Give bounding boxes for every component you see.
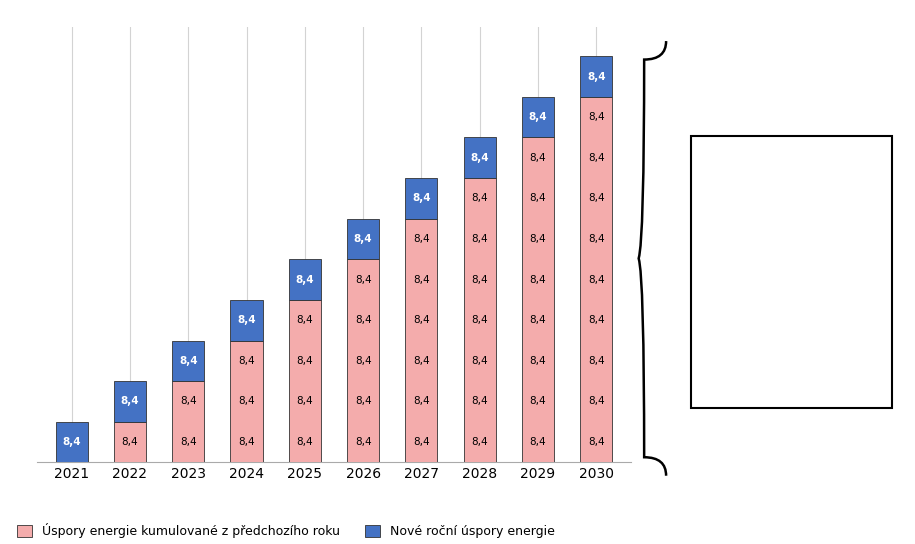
Bar <box>580 97 612 462</box>
Bar <box>405 178 437 219</box>
Bar <box>464 178 496 462</box>
Bar <box>113 381 145 422</box>
Text: 8,4: 8,4 <box>530 153 546 163</box>
Text: 8,4: 8,4 <box>237 315 256 325</box>
Text: 8,4: 8,4 <box>588 275 605 285</box>
Text: 8,4: 8,4 <box>471 193 488 203</box>
Text: 8,4: 8,4 <box>180 397 197 406</box>
Text: 8,4: 8,4 <box>179 356 198 366</box>
Text: 8,4: 8,4 <box>412 193 431 203</box>
Text: 8,4: 8,4 <box>296 437 313 447</box>
Text: 8,4: 8,4 <box>355 275 371 285</box>
Bar <box>172 381 204 462</box>
Text: 8,4: 8,4 <box>355 356 371 366</box>
Bar <box>347 259 379 462</box>
Bar <box>289 300 321 462</box>
Text: 8,4: 8,4 <box>588 153 605 163</box>
Text: 8,4: 8,4 <box>238 356 254 366</box>
Text: 8,4: 8,4 <box>529 112 547 122</box>
Text: 8,4: 8,4 <box>588 234 605 244</box>
Bar <box>289 259 321 300</box>
Text: 8,4: 8,4 <box>355 397 371 406</box>
Text: 8,4: 8,4 <box>355 437 371 447</box>
Text: 8,4: 8,4 <box>530 193 546 203</box>
Text: 8,4: 8,4 <box>588 437 605 447</box>
Text: 8,4: 8,4 <box>296 315 313 325</box>
Bar <box>464 138 496 178</box>
Text: 8,4: 8,4 <box>588 193 605 203</box>
Bar <box>56 422 88 462</box>
Bar <box>113 422 145 462</box>
Text: 8,4: 8,4 <box>296 397 313 406</box>
Bar <box>522 97 554 138</box>
Bar <box>172 341 204 381</box>
Text: 8,4: 8,4 <box>180 437 197 447</box>
Text: 8,4: 8,4 <box>530 234 546 244</box>
Text: 8,4: 8,4 <box>355 315 371 325</box>
Text: 8,4: 8,4 <box>122 437 138 447</box>
Text: 8,4: 8,4 <box>530 437 546 447</box>
Text: Kumulované
úspory celkem: Kumulované úspory celkem <box>737 201 845 234</box>
Bar <box>231 341 263 462</box>
Text: 8,4: 8,4 <box>588 397 605 406</box>
Text: 8,4: 8,4 <box>296 356 313 366</box>
Text: 8,4: 8,4 <box>238 437 254 447</box>
Text: 8,4: 8,4 <box>414 437 430 447</box>
Text: 8,4: 8,4 <box>588 356 605 366</box>
Text: 462 PJ: 462 PJ <box>752 317 831 336</box>
Bar <box>405 219 437 462</box>
Bar <box>347 219 379 259</box>
Text: 8,4: 8,4 <box>530 275 546 285</box>
Text: 8,4: 8,4 <box>471 234 488 244</box>
Text: 8,4: 8,4 <box>414 397 430 406</box>
Text: 8,4: 8,4 <box>588 315 605 325</box>
Text: 8,4: 8,4 <box>471 356 488 366</box>
Text: 8,4: 8,4 <box>471 315 488 325</box>
Bar <box>580 56 612 97</box>
Text: 8,4: 8,4 <box>121 397 139 406</box>
Text: 8,4: 8,4 <box>588 112 605 122</box>
Text: 8,4: 8,4 <box>296 275 314 285</box>
Text: 8,4: 8,4 <box>414 234 430 244</box>
Text: 8,4: 8,4 <box>470 153 489 163</box>
Text: 8,4: 8,4 <box>471 437 488 447</box>
Legend: Úspory energie kumulované z předchozího roku, Nové roční úspory energie: Úspory energie kumulované z předchozího … <box>13 518 560 543</box>
Text: 8,4: 8,4 <box>354 234 372 244</box>
Text: 8,4: 8,4 <box>471 275 488 285</box>
Text: 8,4: 8,4 <box>414 356 430 366</box>
Text: 8,4: 8,4 <box>414 275 430 285</box>
Text: 8,4: 8,4 <box>530 315 546 325</box>
Text: 8,4: 8,4 <box>530 397 546 406</box>
Text: 8,4: 8,4 <box>414 315 430 325</box>
Text: 8,4: 8,4 <box>471 397 488 406</box>
Bar <box>522 138 554 462</box>
Text: 8,4: 8,4 <box>62 437 81 447</box>
Text: 8,4: 8,4 <box>587 71 606 82</box>
Text: 8,4: 8,4 <box>238 397 254 406</box>
Bar <box>231 300 263 341</box>
FancyBboxPatch shape <box>691 136 892 408</box>
Text: 8,4: 8,4 <box>530 356 546 366</box>
